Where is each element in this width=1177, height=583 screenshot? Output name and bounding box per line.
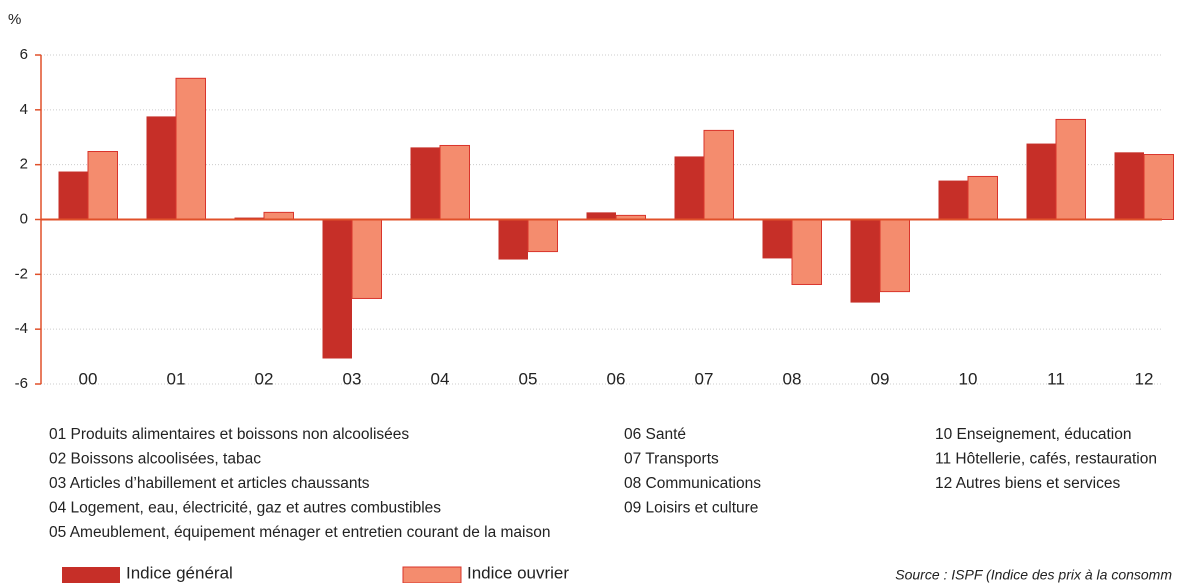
y-tick-label: 6 <box>20 46 28 63</box>
bar <box>58 171 88 220</box>
x-tick-label: 06 <box>607 369 626 388</box>
bar <box>850 219 880 303</box>
x-tick-label: 03 <box>343 369 362 388</box>
note: 12 Autres biens et services <box>935 475 1120 492</box>
bar <box>175 77 206 220</box>
note: 06 Santé <box>624 426 686 443</box>
bar <box>879 219 910 293</box>
note: 08 Communications <box>624 475 761 492</box>
note: 07 Transports <box>624 451 719 468</box>
x-tick-label: 04 <box>431 369 450 388</box>
x-tick-label: 05 <box>519 369 538 388</box>
source: Source : ISPF (Indice des prix à la cons… <box>895 567 1172 583</box>
legend-label: Indice ouvrier <box>467 563 569 582</box>
x-tick-label: 01 <box>167 369 186 388</box>
note: 01 Produits alimentaires et boissons non… <box>49 426 409 443</box>
legend-swatch <box>402 566 462 583</box>
bar <box>146 116 176 220</box>
bar <box>1114 152 1144 220</box>
note: 09 Loisirs et culture <box>624 500 758 517</box>
y-tick-label: -2 <box>15 265 28 282</box>
bar <box>87 151 118 220</box>
legend-swatch <box>62 567 120 583</box>
note: 04 Logement, eau, électricité, gaz et au… <box>49 500 441 517</box>
bar <box>674 156 704 220</box>
bar <box>586 212 616 220</box>
x-tick-label: 12 <box>1135 369 1154 388</box>
bar <box>1143 154 1174 221</box>
note: 05 Ameublement, équipement ménager et en… <box>49 524 550 541</box>
bar <box>527 219 558 253</box>
x-tick-label: 07 <box>695 369 714 388</box>
note: 10 Enseignement, éducation <box>935 426 1131 443</box>
bar <box>410 147 440 220</box>
bar <box>938 180 968 220</box>
legend-label: Indice général <box>126 563 233 582</box>
x-tick-label: 11 <box>1047 369 1065 388</box>
note: 02 Boissons alcoolisées, tabac <box>49 451 261 468</box>
x-tick-label: 02 <box>255 369 274 388</box>
note: 03 Articles d’habillement et articles ch… <box>49 475 370 492</box>
bar <box>263 211 294 221</box>
bar <box>703 129 734 220</box>
y-tick-label: -4 <box>15 320 28 337</box>
bar <box>762 219 792 259</box>
x-tick-label: 00 <box>79 369 98 388</box>
bar <box>498 219 528 260</box>
note: 11 Hôtellerie, cafés, restauration <box>935 451 1157 468</box>
x-tick-label: 09 <box>871 369 890 388</box>
y-axis-label: % <box>8 11 21 28</box>
bar <box>351 219 382 299</box>
bar <box>1055 118 1086 220</box>
y-tick-label: 0 <box>20 210 28 227</box>
y-tick-label: 4 <box>20 101 28 118</box>
bar <box>322 219 352 359</box>
x-tick-label: 08 <box>783 369 802 388</box>
y-tick-label: 2 <box>20 156 28 173</box>
x-tick-label: 10 <box>959 369 978 388</box>
bar <box>1026 143 1056 220</box>
bar <box>791 219 822 285</box>
bar <box>967 175 998 220</box>
y-tick-label: -6 <box>15 375 28 392</box>
bar <box>439 144 470 221</box>
